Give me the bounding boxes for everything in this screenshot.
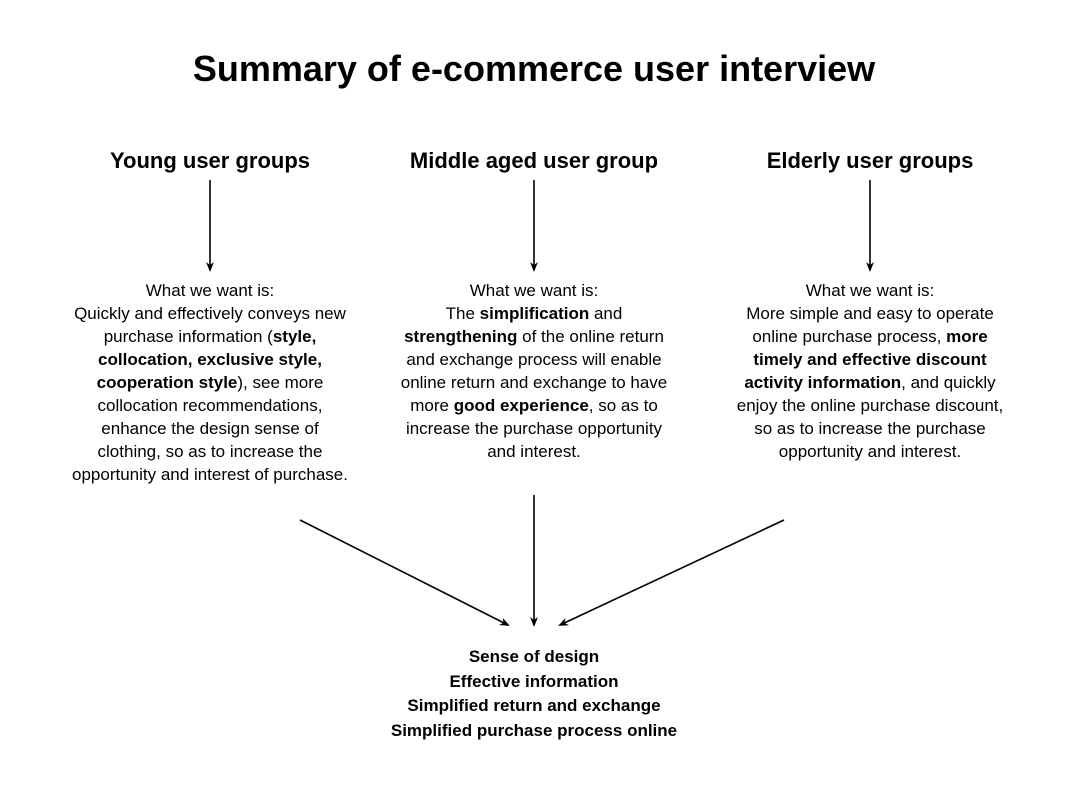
col-body-elderly: What we want is: More simple and easy to… <box>730 280 1010 464</box>
summary-line-3: Simplified return and exchange <box>0 694 1068 719</box>
arrow-converge-icon <box>300 520 508 625</box>
col-heading-young: Young user groups <box>60 148 360 174</box>
summary-block: Sense of design Effective information Si… <box>0 645 1068 744</box>
arrow-converge-icon <box>560 520 784 625</box>
col-body-young: What we want is: Quickly and effectively… <box>70 280 350 486</box>
col-body-middle: What we want is: The simplification and … <box>394 280 674 464</box>
col-lead-young: What we want is: <box>146 281 275 300</box>
summary-line-1: Sense of design <box>0 645 1068 670</box>
summary-line-2: Effective information <box>0 670 1068 695</box>
page-title: Summary of e-commerce user interview <box>0 48 1068 90</box>
col-text-elderly: More simple and easy to operate online p… <box>737 304 1004 461</box>
col-heading-elderly: Elderly user groups <box>720 148 1020 174</box>
summary-line-4: Simplified purchase process online <box>0 719 1068 744</box>
col-text-young: Quickly and effectively conveys new purc… <box>72 304 348 484</box>
col-lead-elderly: What we want is: <box>806 281 935 300</box>
col-heading-middle: Middle aged user group <box>384 148 684 174</box>
col-lead-middle: What we want is: <box>470 281 599 300</box>
col-text-middle: The simplification and strengthening of … <box>401 304 668 461</box>
